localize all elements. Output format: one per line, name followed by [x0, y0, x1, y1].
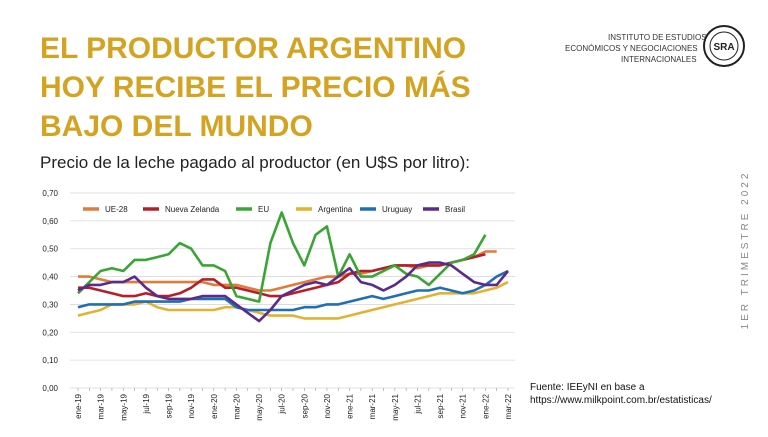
- legend-label: UE-28: [105, 205, 128, 214]
- chart: 0,00 0,10 0,20 0,30 0,40 0,50 0,60 0,70 ene-19 ma…: [42, 189, 515, 421]
- source: https://www.milkpoint.com.br/estatistica…: [530, 395, 712, 406]
- x-tick-label: sep-20: [300, 393, 309, 418]
- x-tick-label: mar-20: [232, 393, 241, 419]
- chart-title: Precio de la leche pagado al productor (…: [40, 153, 470, 172]
- x-tick-label: may-19: [119, 393, 128, 420]
- x-tick-label: jul-19: [142, 393, 151, 414]
- title-line: HOY RECIBE EL PRECIO MÁS: [40, 70, 471, 104]
- x-tick-label: nov-20: [323, 393, 332, 418]
- x-tick-label: ene-22: [481, 393, 490, 418]
- x-tick-label: ene-20: [210, 393, 219, 418]
- x-tick-label: ene-21: [346, 393, 355, 418]
- logo-text: SRA: [713, 42, 734, 53]
- x-tick-label: may-20: [255, 393, 264, 420]
- y-tick-label: 0,30: [42, 300, 58, 309]
- y-tick-label: 0,40: [42, 273, 58, 282]
- title-line: EL PRODUCTOR ARGENTINO: [40, 32, 466, 65]
- x-tick-label: mar-21: [368, 393, 377, 419]
- x-tick-label: nov-19: [187, 393, 196, 418]
- y-tick-label: 0,50: [42, 245, 58, 254]
- legend-label: Argentina: [318, 205, 353, 214]
- title-line: BAJO DEL MUNDO: [40, 110, 313, 143]
- series-line: [78, 250, 497, 292]
- x-tick-label: mar-19: [97, 393, 106, 419]
- logo-ring: [709, 31, 739, 61]
- institute-line: ECONÓMICOS Y NEGOCIACIONES: [565, 44, 698, 53]
- series-line: [77, 269, 509, 312]
- x-tick-label: mar-22: [504, 393, 513, 419]
- institute-line: INTERNACIONALES: [621, 55, 697, 64]
- y-tick-label: 0,60: [42, 217, 58, 226]
- source: Fuente: IEEyNI en base a: [530, 382, 645, 393]
- legend-label: Uruguay: [382, 205, 412, 214]
- side-label: 1ER TRIMESTRE 2022: [740, 171, 751, 330]
- legend-label: Brasil: [445, 205, 465, 214]
- institute-line: INSTITUTO DE ESTUDIOS: [608, 33, 707, 42]
- legend-label: Nueva Zelanda: [165, 205, 220, 214]
- x-tick-label: sep-19: [165, 393, 174, 418]
- x-tick-label: may-21: [391, 393, 400, 420]
- series-line: [77, 211, 487, 303]
- series-line: [77, 261, 510, 323]
- x-tick-label: ene-19: [74, 393, 83, 418]
- y-tick-label: 0,70: [42, 189, 58, 198]
- x-tick-label: jul-21: [413, 393, 422, 414]
- x-tick-label: nov-21: [459, 393, 468, 418]
- x-tick-label: sep-21: [436, 393, 445, 418]
- y-tick-label: 0,10: [42, 356, 58, 365]
- x-tick-label: jul-20: [278, 393, 287, 414]
- y-tick-label: 0,00: [42, 384, 58, 393]
- logo: SRA: [703, 25, 745, 67]
- legend-label: EU: [258, 205, 269, 214]
- series-line: [77, 280, 509, 320]
- y-tick-label: 0,20: [42, 328, 58, 337]
